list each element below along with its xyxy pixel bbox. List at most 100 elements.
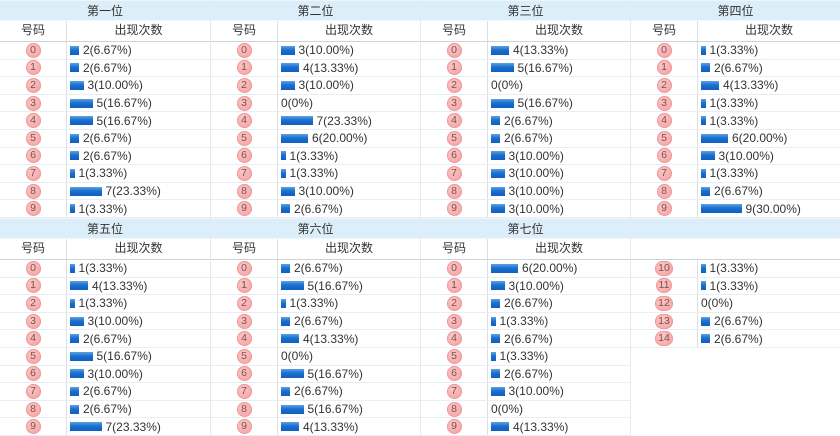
count-col-header — [697, 239, 840, 259]
frequency-bar — [701, 316, 710, 326]
number-badge: 4 — [25, 331, 41, 347]
count-cell: 2(6.67%) — [66, 59, 210, 77]
count-cell: 1(3.33%) — [697, 94, 840, 112]
number-cell: 6 — [211, 148, 277, 165]
table-title: 第二位 — [211, 0, 420, 21]
table-rows: 0 4(13.33%) 1 5(16.67%) 2 0(0%) 3 5(16. — [421, 42, 630, 218]
frequency-label: 2(6.67%) — [83, 384, 132, 399]
count-cell: 3(10.00%) — [487, 165, 630, 182]
frequency-label: 2(6.67%) — [83, 402, 132, 417]
frequency-bar — [281, 369, 304, 379]
frequency-label: 3(10.00%) — [298, 78, 354, 93]
number-badge: 9 — [446, 201, 462, 217]
table-rows: 0 1(3.33%) 1 4(13.33%) 2 1(3.33%) 3 3(1 — [0, 260, 210, 436]
frequency-label: 5(16.67%) — [307, 402, 363, 417]
frequency-label: 4(13.33%) — [723, 78, 779, 93]
frequency-label: 3(10.00%) — [508, 201, 564, 216]
number-cell: 4 — [631, 112, 697, 129]
frequency-bar — [701, 80, 719, 90]
frequency-bar — [281, 151, 286, 161]
table-subheader: 号码 出现次数 — [631, 21, 840, 42]
frequency-bar — [491, 263, 518, 273]
number-cell: 5 — [211, 130, 277, 147]
position-table: 第五位 号码 出现次数 0 1(3.33%) 1 4(13.33%) 2 1(3… — [0, 218, 210, 436]
frequency-label: 3(10.00%) — [508, 166, 564, 181]
table-row: 10 1(3.33%) — [631, 260, 840, 278]
table-row: 3 1(3.33%) — [421, 312, 630, 331]
table-row: 5 2(6.67%) — [421, 129, 630, 148]
frequency-label: 0(0%) — [491, 78, 524, 93]
number-cell: 8 — [0, 183, 66, 200]
count-cell: 1(3.33%) — [487, 312, 630, 330]
count-cell: 7(23.33%) — [277, 112, 420, 129]
table-row: 0 1(3.33%) — [0, 260, 210, 278]
frequency-bar — [701, 281, 706, 291]
frequency-bar — [70, 63, 79, 73]
number-cell: 7 — [421, 383, 487, 400]
number-cell: 5 — [421, 348, 487, 365]
frequency-bar — [70, 422, 102, 432]
number-badge: 1 — [25, 60, 41, 76]
frequency-bar — [70, 404, 79, 414]
number-cell: 5 — [421, 130, 487, 147]
table-row: 5 1(3.33%) — [421, 347, 630, 366]
count-cell: 4(13.33%) — [277, 59, 420, 77]
frequency-label: 1(3.33%) — [499, 349, 549, 364]
number-badge: 9 — [25, 419, 41, 435]
frequency-label: 2(6.67%) — [294, 201, 343, 216]
table-row: 0 6(20.00%) — [421, 260, 630, 278]
table-row: 3 3(10.00%) — [0, 312, 210, 331]
frequency-bar — [70, 298, 75, 308]
number-cell: 4 — [421, 330, 487, 347]
number-badge: 8 — [25, 183, 41, 199]
count-col-header: 出现次数 — [277, 21, 420, 41]
number-cell: 6 — [421, 148, 487, 165]
number-cell: 10 — [631, 260, 697, 277]
number-badge: 8 — [446, 401, 462, 417]
frequency-bar — [70, 386, 79, 396]
frequency-bar — [701, 63, 710, 73]
number-badge: 5 — [236, 130, 252, 146]
table-row: 7 2(6.67%) — [211, 383, 420, 401]
position-table: 第七位 号码 出现次数 0 6(20.00%) 1 3(10.00%) 2 2(… — [420, 218, 630, 436]
frequency-label: 6(20.00%) — [312, 131, 368, 146]
frequency-label: 6(20.00%) — [732, 131, 788, 146]
table-row: 6 2(6.67%) — [0, 147, 210, 166]
number-cell: 3 — [211, 95, 277, 112]
frequency-bar — [281, 316, 290, 326]
count-cell: 5(16.67%) — [487, 59, 630, 77]
table-subheader: 号码 出现次数 — [211, 21, 420, 42]
count-cell: 1(3.33%) — [277, 165, 420, 182]
table-rows: 0 2(6.67%) 1 5(16.67%) 2 1(3.33%) 3 2(6 — [211, 260, 420, 436]
frequency-bar — [701, 98, 706, 108]
number-col-header: 号码 — [441, 23, 466, 37]
number-badge: 9 — [25, 201, 41, 217]
count-cell: 2(6.67%) — [277, 312, 420, 330]
frequency-label: 7(23.33%) — [105, 419, 161, 434]
count-cell: 1(3.33%) — [66, 200, 210, 217]
table-row: 4 2(6.67%) — [421, 330, 630, 348]
count-cell: 2(6.67%) — [487, 295, 630, 312]
frequency-label: 2(6.67%) — [714, 60, 763, 75]
number-badge: 6 — [25, 148, 41, 164]
frequency-label: 0(0%) — [281, 96, 314, 111]
frequency-bar — [281, 186, 295, 196]
table-row: 4 4(13.33%) — [211, 330, 420, 348]
frequency-label: 4(13.33%) — [303, 331, 359, 346]
frequency-label: 5(16.67%) — [517, 96, 573, 111]
number-badge: 1 — [656, 60, 672, 76]
frequency-label: 3(10.00%) — [508, 384, 564, 399]
frequency-label: 3(10.00%) — [87, 314, 143, 329]
position-table: 第一位 号码 出现次数 0 2(6.67%) 1 2(6.67%) 2 3(10… — [0, 0, 210, 218]
number-cell: 3 — [0, 95, 66, 112]
number-cell: 3 — [211, 313, 277, 330]
count-cell: 3(10.00%) — [697, 147, 840, 165]
count-cell: 1(3.33%) — [277, 295, 420, 312]
frequency-bar — [491, 168, 505, 178]
number-badge: 9 — [656, 201, 672, 217]
number-badge: 0 — [446, 42, 462, 58]
number-cell: 0 — [0, 260, 66, 277]
frequency-bar — [70, 263, 75, 273]
count-cell: 1(3.33%) — [66, 295, 210, 312]
table-row: 4 1(3.33%) — [631, 112, 840, 130]
